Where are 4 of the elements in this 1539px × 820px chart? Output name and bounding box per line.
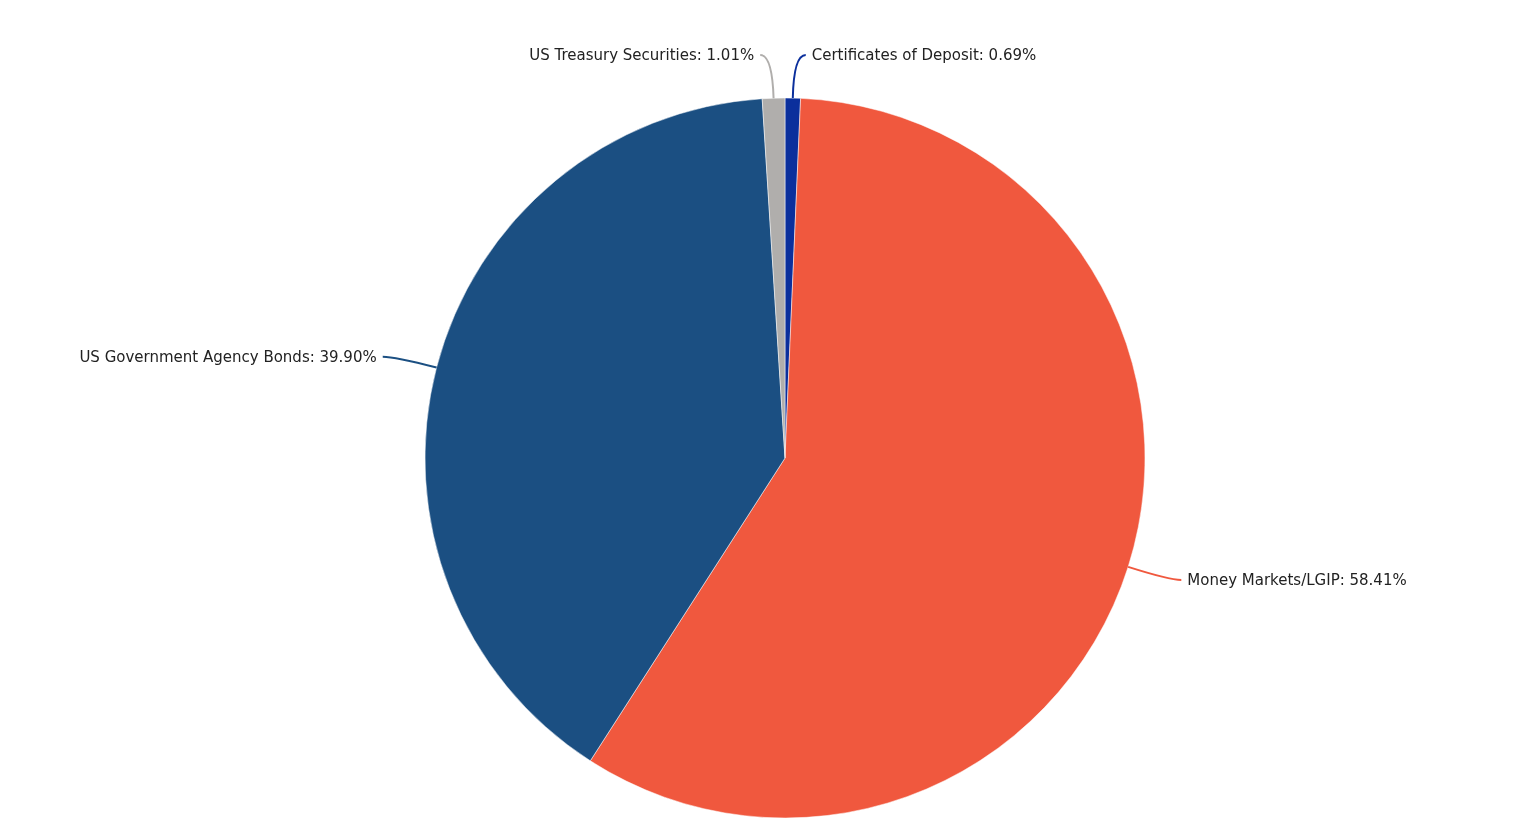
slice-label: Money Markets/LGIP: 58.41% — [1187, 570, 1407, 589]
slice-label: Certificates of Deposit: 0.69% — [811, 45, 1037, 64]
slice-label: US Treasury Securities: 1.01% — [529, 46, 755, 64]
slice-label: US Government Agency Bonds: 39.90% — [79, 347, 377, 366]
